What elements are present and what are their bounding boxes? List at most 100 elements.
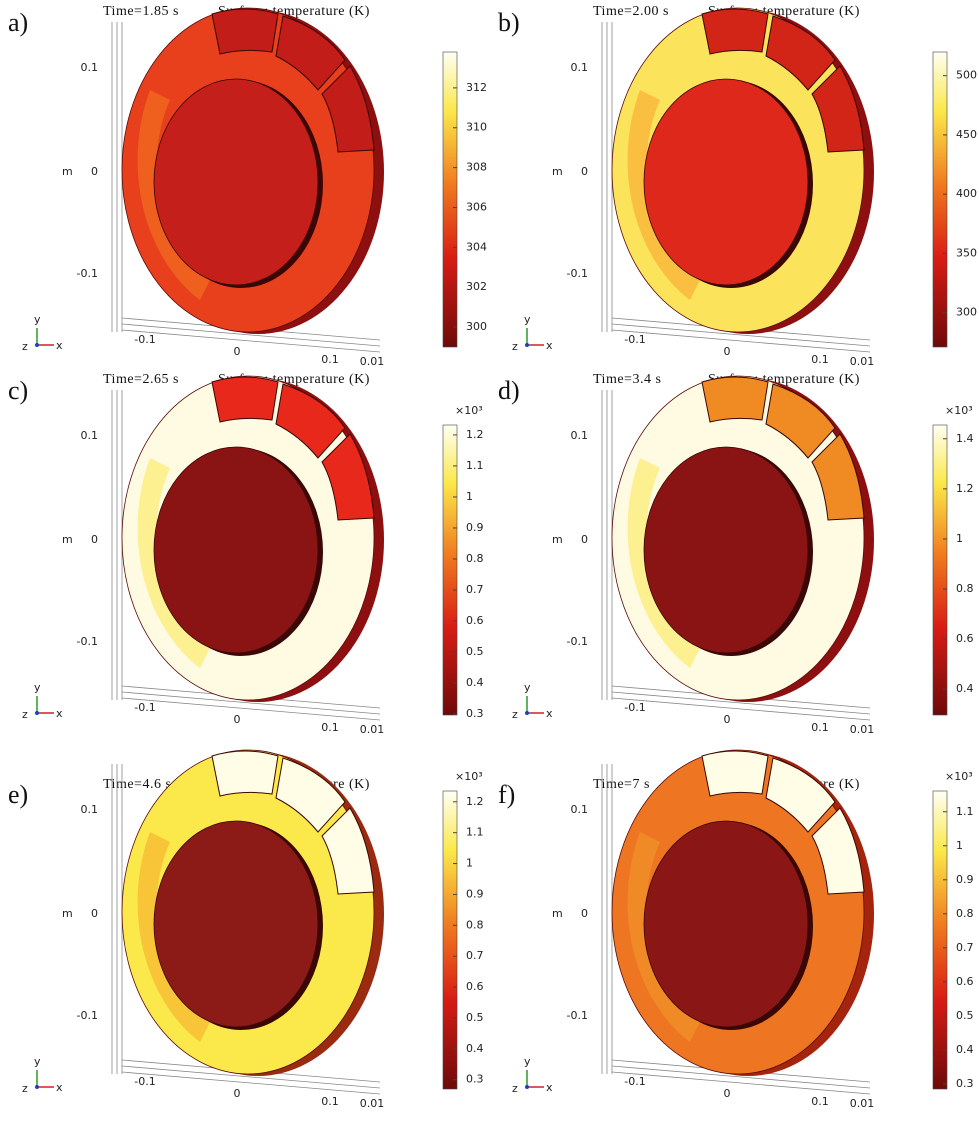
y-tick-label: 0 bbox=[581, 907, 588, 920]
y-tick-label: -0.1 bbox=[77, 267, 98, 280]
colorbar-tick-label: 0.4 bbox=[956, 1043, 974, 1056]
triad-origin bbox=[35, 343, 39, 347]
colorbar-tick-label: 1.2 bbox=[466, 428, 484, 441]
colorbar-tick-label: 0.8 bbox=[466, 552, 484, 565]
triad-origin bbox=[35, 711, 39, 715]
time-label: Time=2.00 s bbox=[593, 4, 669, 19]
triad-label: y bbox=[524, 1055, 531, 1068]
time-label: Time=7 s bbox=[593, 777, 650, 792]
y-tick-label: 0 bbox=[91, 533, 98, 546]
triad-label: z bbox=[512, 340, 518, 353]
colorbar-tick-label: 0.8 bbox=[956, 582, 974, 595]
y-unit: m bbox=[62, 907, 73, 920]
triad-label: y bbox=[34, 313, 41, 326]
y-tick-label: -0.1 bbox=[77, 1009, 98, 1022]
colorbar-tick-label: 0.8 bbox=[956, 907, 974, 920]
x-tick-label: 0 bbox=[234, 345, 241, 358]
panel: c)Time=2.65 sSurface: temperature (K)0.1… bbox=[8, 372, 484, 736]
x-tick-label: 0.01 bbox=[850, 1097, 875, 1110]
pad bbox=[702, 9, 768, 54]
colorbar-exponent: ×10³ bbox=[455, 404, 483, 417]
triad-label: x bbox=[546, 707, 553, 720]
x-tick-label: 0 bbox=[724, 713, 731, 726]
colorbar-tick-label: 300 bbox=[956, 306, 977, 319]
y-tick-label: 0 bbox=[91, 165, 98, 178]
colorbar-tick-label: 0.9 bbox=[466, 887, 484, 900]
triad-origin bbox=[525, 1085, 529, 1089]
colorbar-tick-label: 0.6 bbox=[956, 632, 974, 645]
panel-label: d) bbox=[498, 376, 520, 405]
colorbar-tick-label: 1.4 bbox=[956, 432, 974, 445]
colorbar-tick-label: 0.5 bbox=[466, 645, 484, 658]
pad bbox=[212, 377, 278, 422]
inner-disk bbox=[154, 447, 318, 653]
colorbar-tick-label: 308 bbox=[466, 161, 487, 174]
pad bbox=[212, 9, 278, 54]
colorbar-exponent: ×10³ bbox=[945, 770, 973, 783]
colorbar-tick-label: 1 bbox=[956, 839, 963, 852]
panel: d)Time=3.4 sSurface: temperature (K)0.10… bbox=[498, 372, 974, 736]
colorbar-tick-label: 1.1 bbox=[466, 459, 484, 472]
colorbar bbox=[443, 425, 457, 715]
inner-disk bbox=[644, 821, 808, 1027]
colorbar-tick-label: 304 bbox=[466, 240, 487, 253]
y-tick-label: 0 bbox=[581, 165, 588, 178]
colorbar-tick-label: 306 bbox=[466, 200, 487, 213]
triad-label: y bbox=[34, 1055, 41, 1068]
colorbar-tick-label: 400 bbox=[956, 187, 977, 200]
colorbar-tick-label: 0.6 bbox=[466, 614, 484, 627]
colorbar bbox=[933, 791, 947, 1089]
time-label: Time=2.65 s bbox=[103, 372, 179, 387]
x-tick-label: 0.1 bbox=[811, 353, 829, 366]
colorbar-tick-label: 1 bbox=[466, 857, 473, 870]
colorbar-tick-label: 1.2 bbox=[956, 482, 974, 495]
triad-label: y bbox=[34, 681, 41, 694]
x-tick-label: 0.1 bbox=[811, 1095, 829, 1108]
colorbar-tick-label: 1 bbox=[956, 532, 963, 545]
y-unit: m bbox=[552, 907, 563, 920]
y-unit: m bbox=[552, 165, 563, 178]
y-tick-label: 0.1 bbox=[81, 429, 99, 442]
x-tick-label: 0 bbox=[724, 345, 731, 358]
pad bbox=[702, 751, 768, 796]
panel-label: b) bbox=[498, 8, 520, 37]
colorbar-tick-label: 0.6 bbox=[956, 975, 974, 988]
triad-label: x bbox=[56, 339, 63, 352]
triad-label: z bbox=[22, 340, 28, 353]
x-tick-label: 0.1 bbox=[811, 721, 829, 734]
y-tick-label: 0.1 bbox=[81, 803, 99, 816]
colorbar-tick-label: 1.1 bbox=[466, 826, 484, 839]
colorbar-tick-label: 0.3 bbox=[956, 1077, 974, 1090]
colorbar-tick-label: 350 bbox=[956, 246, 977, 259]
colorbar-tick-label: 1 bbox=[466, 490, 473, 503]
x-tick-label: -0.1 bbox=[134, 1075, 155, 1088]
triad-label: z bbox=[22, 708, 28, 721]
y-tick-label: -0.1 bbox=[567, 267, 588, 280]
triad-label: y bbox=[524, 681, 531, 694]
inner-disk bbox=[154, 79, 318, 285]
x-tick-label: 0.1 bbox=[321, 353, 339, 366]
x-tick-label: -0.1 bbox=[134, 333, 155, 346]
pad bbox=[212, 751, 278, 796]
x-tick-label: 0 bbox=[234, 1087, 241, 1100]
colorbar-tick-label: 310 bbox=[466, 121, 487, 134]
colorbar-tick-label: 1.2 bbox=[466, 795, 484, 808]
colorbar-tick-label: 450 bbox=[956, 128, 977, 141]
panel-label: a) bbox=[8, 8, 28, 37]
colorbar bbox=[443, 791, 457, 1089]
y-tick-label: 0.1 bbox=[571, 61, 589, 74]
colorbar-tick-label: 0.9 bbox=[956, 873, 974, 886]
colorbar-tick-label: 312 bbox=[466, 81, 487, 94]
colorbar-tick-label: 0.9 bbox=[466, 521, 484, 534]
figure: a)Time=1.85 sSurface: temperature (K)0.1… bbox=[0, 0, 979, 1141]
y-unit: m bbox=[552, 533, 563, 546]
y-tick-label: -0.1 bbox=[77, 635, 98, 648]
inner-disk bbox=[644, 447, 808, 653]
panel-label: f) bbox=[498, 780, 515, 809]
y-tick-label: 0.1 bbox=[571, 803, 589, 816]
colorbar-tick-label: 1.1 bbox=[956, 805, 974, 818]
x-tick-label: 0.01 bbox=[850, 355, 875, 368]
